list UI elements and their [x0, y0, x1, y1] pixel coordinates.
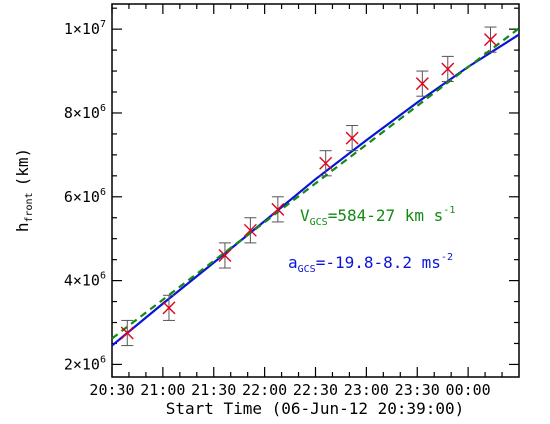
y-tick-mantissa: 6×10	[64, 188, 100, 206]
acceleration-symbol: a	[288, 253, 298, 272]
data-point-marker	[243, 223, 257, 237]
acceleration-subscript: GCS	[298, 264, 316, 275]
data-point-marker	[162, 301, 176, 315]
quadratic-fit-line	[111, 33, 520, 347]
x-tick-label: 00:00	[446, 381, 491, 399]
data-point-marker	[415, 77, 429, 91]
y-tick-label: 2×106	[64, 354, 106, 373]
y-axis-title: hfront (km)	[13, 148, 35, 232]
y-tick-exponent: 6	[100, 103, 106, 114]
y-tick-mantissa: 2×10	[64, 355, 100, 373]
velocity-unit-exponent: -1	[443, 205, 455, 216]
y-tick-mantissa: 8×10	[64, 104, 100, 122]
data-points	[120, 26, 498, 347]
axis-ticks	[111, 4, 519, 377]
y-tick-label: 6×106	[64, 187, 106, 206]
plot-frame	[111, 3, 520, 378]
y-tick-label: 1×107	[64, 19, 106, 38]
x-tick-labels: 20:30 21:00 21:30 22:00 22:30 23:00 23:30 00:00	[89, 381, 490, 399]
velocity-annotation: VGCS=584-27 km s-1	[300, 205, 455, 228]
x-tick-label: 23:30	[395, 381, 440, 399]
linear-fit-line	[111, 27, 520, 340]
x-tick-label: 22:00	[242, 381, 287, 399]
y-tick-mantissa: 4×10	[64, 272, 100, 290]
y-axis-title-main: h	[13, 223, 32, 233]
velocity-value: =584-27 km s	[328, 206, 444, 225]
data-point-marker	[218, 248, 232, 262]
x-tick-label: 22:30	[293, 381, 338, 399]
acceleration-unit-exponent: -2	[441, 252, 453, 263]
y-tick-exponent: 6	[100, 354, 106, 365]
data-point-marker	[484, 33, 498, 47]
x-axis-title: Start Time (06-Jun-12 20:39:00)	[166, 399, 465, 418]
data-point-marker	[271, 202, 285, 216]
data-point-marker	[120, 326, 134, 340]
velocity-symbol: V	[300, 206, 310, 225]
y-tick-exponent: 6	[100, 187, 106, 198]
y-tick-exponent: 6	[100, 271, 106, 282]
x-tick-label: 21:30	[191, 381, 236, 399]
acceleration-annotation: aGCS=-19.8-8.2 ms-2	[288, 252, 453, 275]
y-tick-exponent: 7	[100, 19, 106, 30]
velocity-subscript: GCS	[310, 217, 328, 228]
y-tick-label: 8×106	[64, 103, 106, 122]
fit-lines	[111, 27, 520, 347]
y-axis-title-unit: (km)	[13, 148, 32, 187]
data-point-marker	[441, 62, 455, 76]
y-tick-mantissa: 1×10	[64, 20, 100, 38]
data-point-marker	[319, 156, 333, 170]
data-point-marker	[345, 131, 359, 145]
x-tick-label: 23:00	[344, 381, 389, 399]
y-axis-title-subscript: front	[24, 192, 35, 222]
y-tick-label: 4×106	[64, 271, 106, 290]
x-tick-label: 21:00	[140, 381, 185, 399]
x-tick-label: 20:30	[89, 381, 134, 399]
acceleration-value: =-19.8-8.2 ms	[316, 253, 441, 272]
